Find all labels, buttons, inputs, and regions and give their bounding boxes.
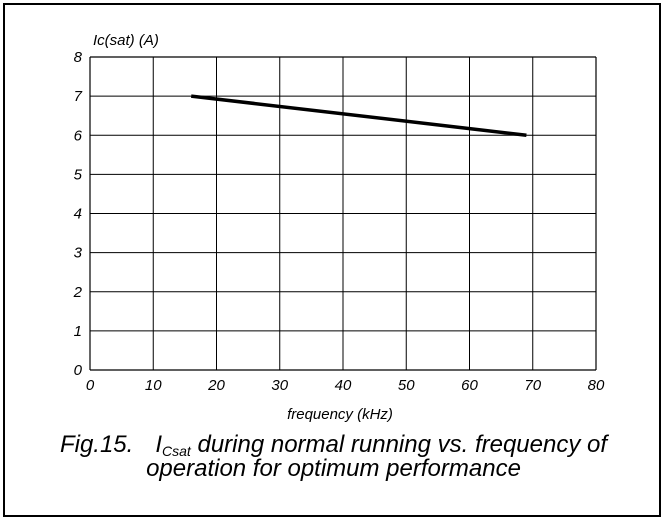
x-tick-label-20: 20 bbox=[207, 377, 225, 394]
y-tick-label-5: 5 bbox=[74, 166, 83, 183]
caption-line-1-text: during normal running vs. frequency of bbox=[190, 431, 608, 458]
x-tick-label-80: 80 bbox=[588, 377, 605, 394]
y-tick-label-4: 4 bbox=[74, 206, 82, 223]
y-axis-label: Ic(sat) (A) bbox=[93, 32, 159, 49]
y-tick-label-1: 1 bbox=[74, 323, 82, 340]
y-tick-label-6: 6 bbox=[74, 127, 83, 144]
caption-fig-number: Fig.15. bbox=[59, 431, 134, 458]
x-tick-label-60: 60 bbox=[461, 377, 478, 394]
figure-frame bbox=[3, 3, 661, 517]
x-tick-label-0: 0 bbox=[86, 377, 95, 394]
caption-symbol: I bbox=[155, 431, 162, 458]
tick-labels: 0 10 20 30 40 50 60 70 80 0 1 2 3 4 5 6 7 8 bbox=[73, 49, 605, 394]
caption-line-2: operation for optimum performance bbox=[146, 455, 521, 482]
y-tick-label-7: 7 bbox=[74, 88, 83, 105]
x-tick-label-30: 30 bbox=[271, 377, 288, 394]
caption-subscript: Csat bbox=[162, 443, 191, 459]
x-tick-label-10: 10 bbox=[145, 377, 162, 394]
x-tick-label-50: 50 bbox=[398, 377, 415, 394]
y-tick-label-8: 8 bbox=[74, 49, 83, 66]
series-group bbox=[190, 94, 527, 137]
series-line-0 bbox=[190, 94, 527, 137]
grid bbox=[89, 56, 597, 371]
y-tick-label-0: 0 bbox=[74, 362, 83, 379]
x-axis-label: frequency (kHz) bbox=[287, 406, 393, 423]
y-tick-label-2: 2 bbox=[73, 284, 83, 301]
caption-line-1: Fig.15. ICsat during normal running vs. f… bbox=[0, 433, 667, 463]
x-tick-label-40: 40 bbox=[335, 377, 352, 394]
y-tick-label-3: 3 bbox=[74, 245, 83, 262]
x-tick-label-70: 70 bbox=[524, 377, 541, 394]
